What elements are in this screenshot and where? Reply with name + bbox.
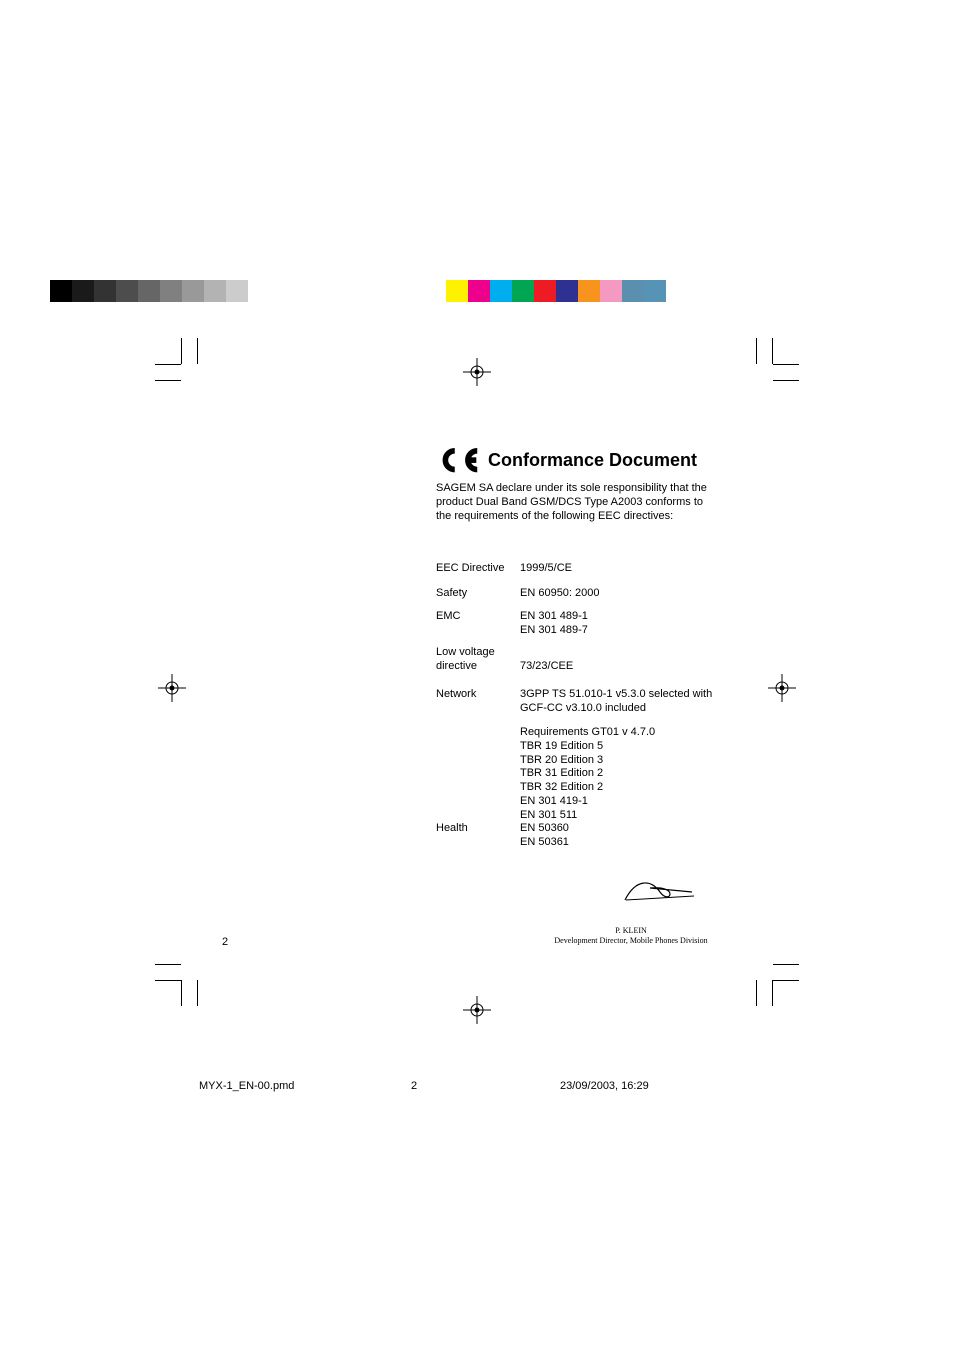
signatory-name: P. KLEIN xyxy=(546,926,716,936)
color-swatch xyxy=(182,280,204,302)
registration-mark-icon xyxy=(463,996,491,1024)
row-value: EN 60950: 2000 xyxy=(520,587,600,601)
color-bar xyxy=(446,280,666,302)
signatory-title: Development Director, Mobile Phones Divi… xyxy=(546,936,716,946)
row-label: EMC xyxy=(436,610,460,624)
color-swatch xyxy=(204,280,226,302)
row-value: Requirements GT01 v 4.7.0 TBR 19 Edition… xyxy=(520,726,655,822)
color-swatch xyxy=(72,280,94,302)
color-swatch xyxy=(160,280,182,302)
color-swatch xyxy=(94,280,116,302)
color-swatch xyxy=(622,280,644,302)
registration-mark-icon xyxy=(463,358,491,386)
intro-paragraph: SAGEM SA declare under its sole responsi… xyxy=(436,482,716,523)
grayscale-bar xyxy=(50,280,270,302)
signature-caption: P. KLEIN Development Director, Mobile Ph… xyxy=(546,926,716,945)
row-value: 1999/5/CE xyxy=(520,562,572,576)
color-swatch xyxy=(490,280,512,302)
document-title: Conformance Document xyxy=(488,450,697,471)
footer-page: 2 xyxy=(411,1080,417,1092)
color-swatch xyxy=(600,280,622,302)
row-value: 3GPP TS 51.010-1 v5.3.0 selected with GC… xyxy=(520,688,730,716)
row-label: Network xyxy=(436,688,476,702)
row-value: 73/23/CEE xyxy=(520,660,573,674)
color-swatch xyxy=(226,280,248,302)
footer-filename: MYX-1_EN-00.pmd xyxy=(199,1080,294,1092)
registration-mark-icon xyxy=(158,674,186,702)
row-value: EN 50360 EN 50361 xyxy=(520,822,569,850)
row-label: Safety xyxy=(436,587,467,601)
color-swatch xyxy=(446,280,468,302)
color-swatch xyxy=(50,280,72,302)
color-swatch xyxy=(578,280,600,302)
row-label: EEC Directive xyxy=(436,562,504,576)
color-swatch xyxy=(644,280,666,302)
color-swatch xyxy=(116,280,138,302)
row-label: Low voltage directive xyxy=(436,646,516,674)
color-swatch xyxy=(248,280,270,302)
color-swatch xyxy=(468,280,490,302)
signature-icon xyxy=(620,870,698,913)
color-swatch xyxy=(556,280,578,302)
page-number: 2 xyxy=(222,936,228,948)
registration-mark-icon xyxy=(768,674,796,702)
color-swatch xyxy=(534,280,556,302)
row-value: EN 301 489-1 EN 301 489-7 xyxy=(520,610,588,638)
color-swatch xyxy=(138,280,160,302)
row-label: Health xyxy=(436,822,468,836)
color-swatch xyxy=(512,280,534,302)
footer-datetime: 23/09/2003, 16:29 xyxy=(560,1080,649,1092)
ce-mark-icon xyxy=(436,447,481,475)
